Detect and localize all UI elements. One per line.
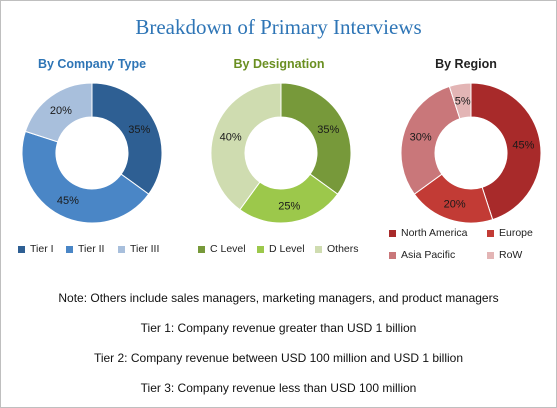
donut-slice-c-level	[280, 82, 352, 195]
note-tier3: Tier 3: Company revenue less than USD 10…	[140, 381, 417, 395]
legend-item: Tier I	[18, 243, 54, 255]
legend-item: D Level	[257, 243, 305, 255]
slice-value-label: 5%	[455, 96, 471, 108]
donut-slice-tier-i	[91, 82, 163, 195]
legend-label: Others	[327, 243, 359, 255]
legend-label: D Level	[269, 243, 305, 255]
donut-chart-region: 45% 20% 30% 5%	[400, 82, 542, 224]
legend-swatch	[18, 245, 25, 253]
legend-swatch	[487, 229, 494, 237]
legend-label: Europe	[499, 227, 533, 239]
note-tier1: Tier 1: Company revenue greater than USD…	[140, 321, 417, 335]
chart-title-company-type: By Company Type	[37, 57, 147, 71]
legend-label: Tier III	[130, 243, 160, 255]
legend-swatch	[487, 251, 494, 259]
legend-item: RoW	[487, 249, 522, 261]
donut-slice-others	[210, 82, 282, 211]
legend-swatch	[315, 245, 322, 253]
donut-slice-tier-ii	[21, 130, 150, 224]
legend-swatch	[66, 245, 73, 253]
chart-title-region: By Region	[435, 57, 497, 71]
donut-slice-tier-iii	[24, 82, 93, 143]
legend-item: Asia Pacific	[389, 249, 455, 261]
legend-swatch	[198, 245, 205, 253]
legend-item: Tier III	[118, 243, 159, 255]
note-tier2: Tier 2: Company revenue between USD 100 …	[93, 351, 464, 365]
slice-value-label: 30%	[410, 132, 432, 144]
legend-swatch	[389, 251, 396, 259]
legend-swatch	[389, 229, 396, 237]
legend-item: Europe	[487, 227, 533, 239]
legend-item: Tier II	[66, 243, 104, 255]
slice-value-label: 20%	[50, 105, 72, 117]
legend-label: Tier I	[30, 243, 54, 255]
legend-label: Asia Pacific	[401, 249, 456, 261]
donut-slice-north-america	[470, 82, 542, 221]
donut-chart-designation: 35% 25% 40%	[210, 82, 352, 224]
slice-value-label: 20%	[444, 198, 466, 210]
donut-slice-row	[448, 82, 472, 120]
slice-value-label: 35%	[317, 124, 339, 136]
main-title: Breakdown of Primary Interviews	[135, 15, 422, 39]
slice-value-label: 25%	[278, 200, 300, 212]
slice-value-label: 35%	[128, 124, 150, 136]
legend-swatch	[257, 245, 264, 253]
legend-item: Others	[315, 243, 359, 255]
legend-label: Tier II	[78, 243, 105, 255]
donut-slice-asia-pacific	[400, 85, 461, 195]
slice-value-label: 40%	[220, 132, 242, 144]
note-others: Note: Others include sales managers, mar…	[58, 291, 499, 305]
legend-label: C Level	[210, 243, 246, 255]
donut-chart-company-type: 35% 45% 20%	[21, 82, 163, 224]
chart-title-designation: By Designation	[233, 57, 325, 71]
legend-item: North America	[389, 227, 468, 239]
slice-value-label: 45%	[512, 140, 534, 152]
legend-label: RoW	[499, 249, 523, 261]
slice-value-label: 45%	[57, 195, 79, 207]
legend-label: North America	[401, 227, 468, 239]
legend-item: C Level	[198, 243, 246, 255]
legend-swatch	[118, 245, 125, 253]
